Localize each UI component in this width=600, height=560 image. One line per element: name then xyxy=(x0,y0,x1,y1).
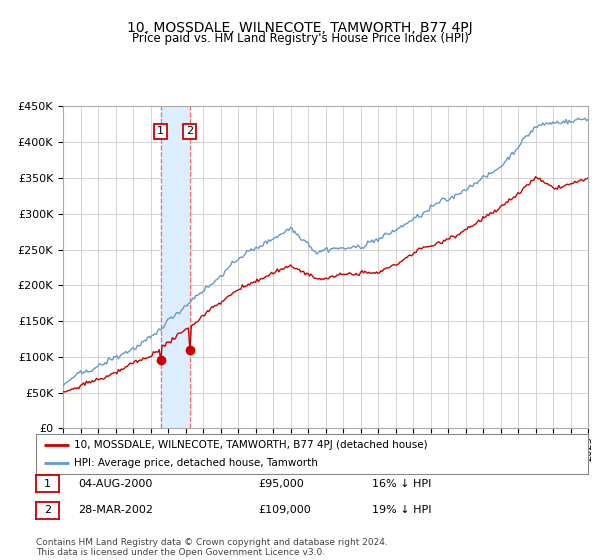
Text: 16% ↓ HPI: 16% ↓ HPI xyxy=(372,479,431,489)
Text: HPI: Average price, detached house, Tamworth: HPI: Average price, detached house, Tamw… xyxy=(74,459,317,468)
Text: 04-AUG-2000: 04-AUG-2000 xyxy=(78,479,152,489)
Text: 1: 1 xyxy=(157,127,164,137)
Text: Contains HM Land Registry data © Crown copyright and database right 2024.
This d: Contains HM Land Registry data © Crown c… xyxy=(36,538,388,557)
Bar xyxy=(161,106,190,428)
Text: 19% ↓ HPI: 19% ↓ HPI xyxy=(372,505,431,515)
Text: 1: 1 xyxy=(44,479,51,489)
Text: £109,000: £109,000 xyxy=(258,505,311,515)
Text: 2: 2 xyxy=(186,127,193,137)
Text: 28-MAR-2002: 28-MAR-2002 xyxy=(78,505,153,515)
Text: 2: 2 xyxy=(44,505,51,515)
Text: Price paid vs. HM Land Registry's House Price Index (HPI): Price paid vs. HM Land Registry's House … xyxy=(131,32,469,45)
Text: 10, MOSSDALE, WILNECOTE, TAMWORTH, B77 4PJ: 10, MOSSDALE, WILNECOTE, TAMWORTH, B77 4… xyxy=(127,21,473,35)
Text: 10, MOSSDALE, WILNECOTE, TAMWORTH, B77 4PJ (detached house): 10, MOSSDALE, WILNECOTE, TAMWORTH, B77 4… xyxy=(74,440,427,450)
Text: £95,000: £95,000 xyxy=(258,479,304,489)
